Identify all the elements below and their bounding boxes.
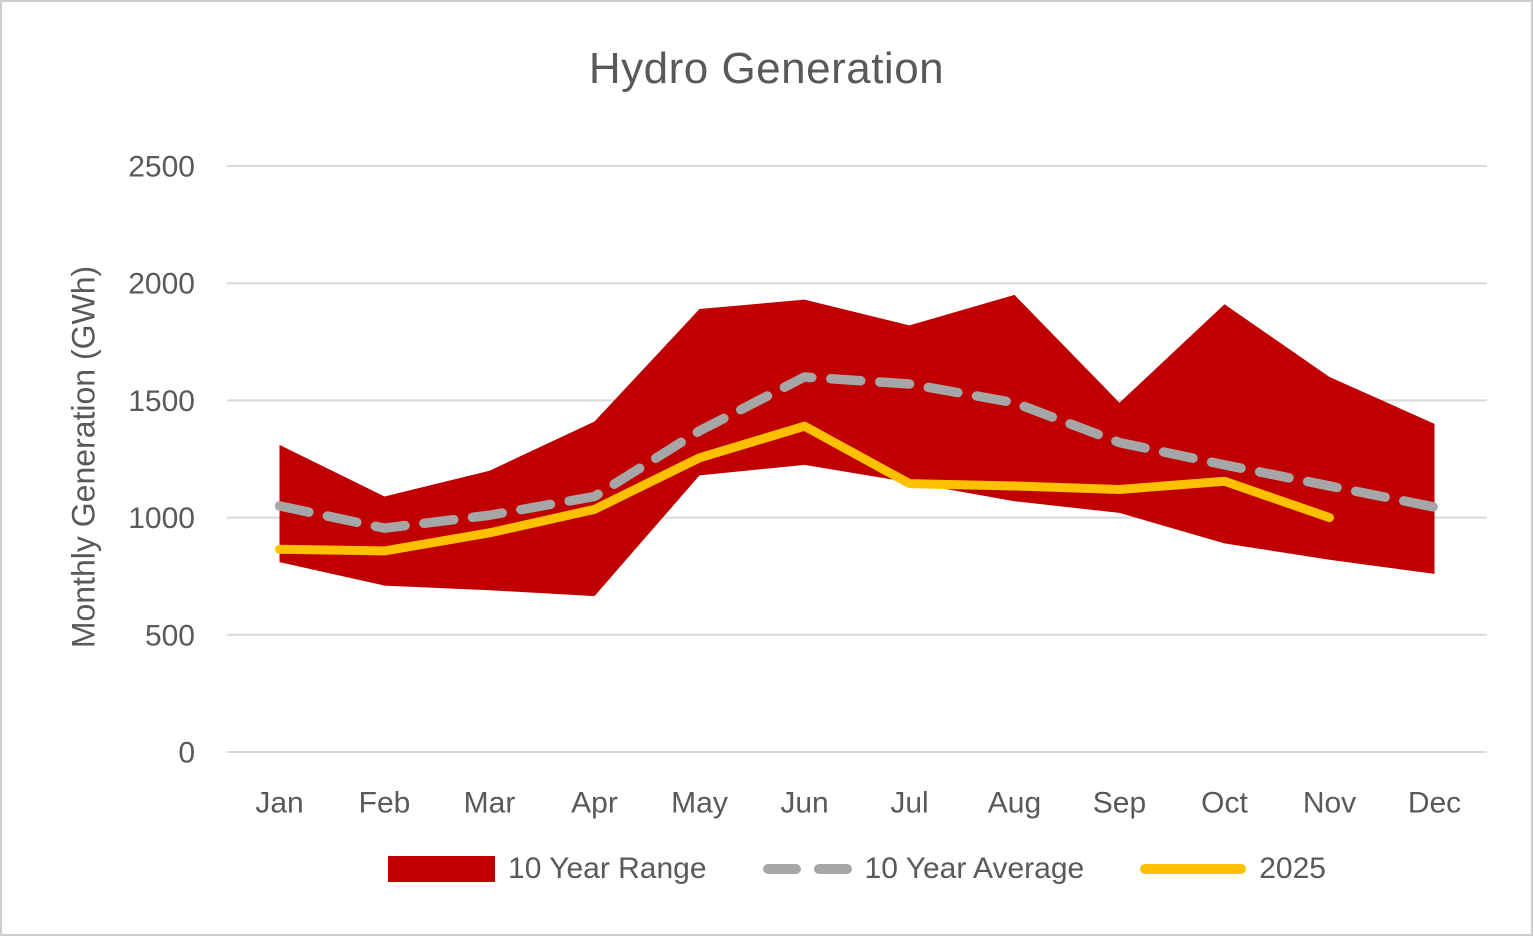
- legend-item-2025: 2025: [1140, 852, 1326, 886]
- y-tick-label: 0: [178, 737, 195, 770]
- x-tick-label: Oct: [1201, 787, 1248, 820]
- chart-title: Hydro Generation: [588, 44, 945, 93]
- x-tick-label: Dec: [1408, 787, 1461, 820]
- legend-label-average: 10 Year Average: [864, 852, 1085, 885]
- average-dash-swatch-icon: [762, 864, 852, 874]
- y-tick-label: 500: [145, 619, 195, 652]
- legend: 10 Year Range 10 Year Average 2025: [227, 852, 1487, 886]
- legend-item-average: 10 Year Average: [762, 852, 1085, 886]
- x-tick-label: Apr: [571, 787, 618, 820]
- line-2025: [275, 421, 1334, 556]
- x-tick-label: May: [671, 787, 728, 820]
- y-tick-label: 2000: [128, 268, 195, 301]
- line-2025-swatch-icon: [1140, 864, 1247, 874]
- legend-label-range: 10 Year Range: [508, 852, 707, 885]
- y-tick-label: 1500: [128, 385, 195, 418]
- x-tick-label: Jun: [780, 787, 828, 820]
- x-tick-label: Jul: [890, 787, 928, 820]
- range-band: [279, 294, 1435, 597]
- x-tick-label: Jan: [255, 787, 303, 820]
- x-tick-label: Aug: [988, 787, 1041, 820]
- average-line: [274, 372, 1440, 533]
- x-tick-label: Feb: [359, 787, 411, 820]
- x-tick-label: Sep: [1093, 787, 1146, 820]
- y-tick-label: 2500: [128, 151, 195, 184]
- legend-label-2025: 2025: [1259, 852, 1326, 885]
- range-band-swatch-icon: [388, 856, 496, 882]
- x-tick-label: Nov: [1303, 787, 1356, 820]
- x-tick-label: Mar: [464, 787, 516, 820]
- y-tick-label: 1000: [128, 502, 195, 535]
- legend-item-range: 10 Year Range: [388, 852, 707, 886]
